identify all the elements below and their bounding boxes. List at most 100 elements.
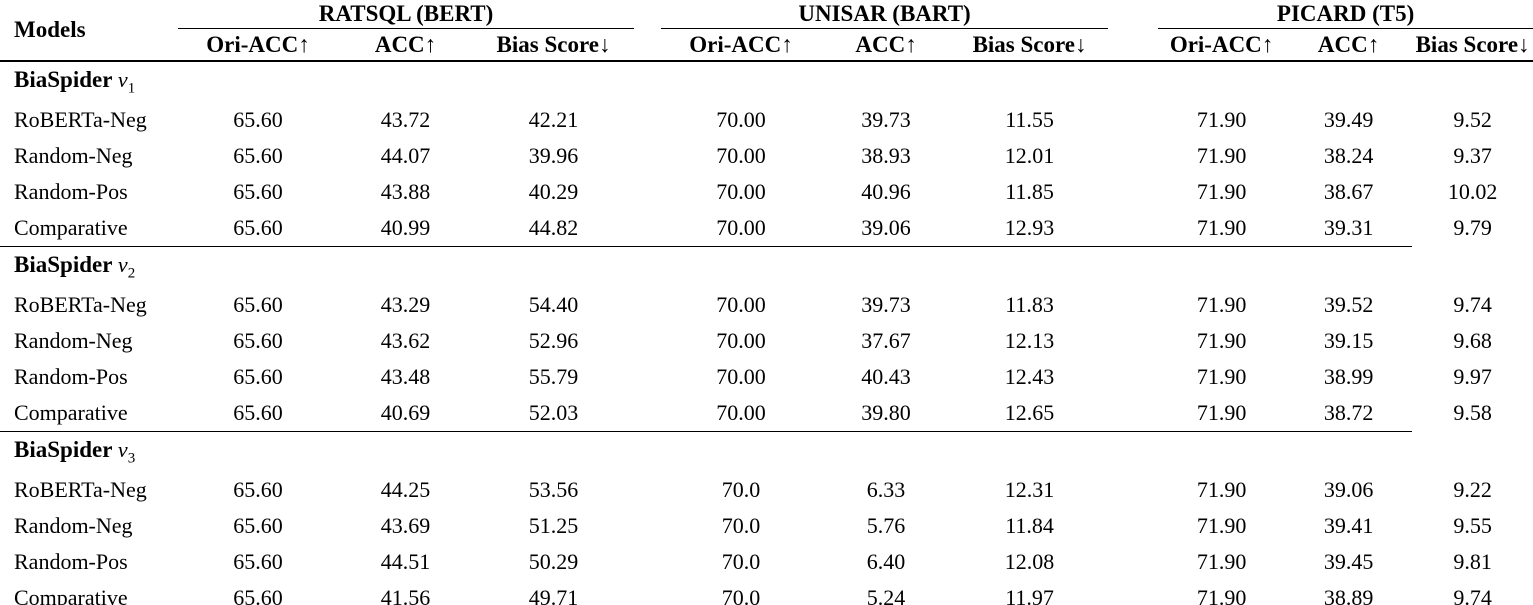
value-cell: 12.08 <box>1004 549 1055 574</box>
column-gap <box>634 0 661 29</box>
value-cell: 38.67 <box>1323 179 1374 204</box>
column-gap <box>634 287 661 323</box>
value-cell: 65.60 <box>178 580 338 605</box>
value-cell: 42.21 <box>528 107 579 132</box>
value-cell: 70.0 <box>721 549 761 574</box>
value-cell: 10.02 <box>1447 179 1498 204</box>
value-cell: 65.60 <box>233 400 283 425</box>
column-gap <box>1108 472 1158 508</box>
value-cell: 9.81 <box>1453 549 1492 574</box>
value-cell: 65.60 <box>233 179 283 204</box>
value-cell: 41.56 <box>338 580 473 605</box>
value-cell: 40.99 <box>380 215 431 240</box>
table-row: Random-Neg 65.60 43.69 51.25 70.0 5.76 11.84 71… <box>0 508 1533 544</box>
value-cell: 70.0 <box>661 580 821 605</box>
col-header-picard-acc: ACC↑ <box>1285 29 1413 62</box>
value-cell: 49.71 <box>473 580 634 605</box>
column-gap <box>1108 580 1158 605</box>
value-cell: 38.89 <box>1285 580 1412 605</box>
value-cell: 65.60 <box>233 215 283 240</box>
model-name-cell: Comparative <box>14 215 128 240</box>
column-gap <box>1108 508 1158 544</box>
value-cell: 11.84 <box>1005 513 1054 538</box>
value-cell: 39.73 <box>861 292 911 317</box>
value-cell: 11.83 <box>1005 292 1054 317</box>
value-cell: 39.31 <box>1323 215 1374 240</box>
col-header-picard-bias-score: Bias Score↓ <box>1412 29 1533 62</box>
column-gap <box>1108 102 1158 138</box>
value-cell: 52.96 <box>528 328 579 353</box>
value-cell: 11.55 <box>1005 107 1054 132</box>
value-cell: 70.00 <box>716 179 766 204</box>
value-cell: 9.55 <box>1453 513 1492 538</box>
column-gap <box>634 359 661 395</box>
value-cell: 71.90 <box>1158 580 1285 605</box>
model-name-cell: RoBERTa-Neg <box>14 107 147 132</box>
value-cell: 9.97 <box>1453 364 1492 389</box>
value-cell: 50.29 <box>528 549 579 574</box>
value-cell: 43.69 <box>380 513 431 538</box>
value-cell: 70.00 <box>716 292 766 317</box>
value-cell: 12.65 <box>1004 400 1055 425</box>
table-row: RoBERTa-Neg 65.60 43.72 42.21 70.00 39.73 11.5… <box>0 102 1533 138</box>
value-cell: 9.74 <box>1412 580 1533 605</box>
table-row: Comparative 65.60 41.56 49.71 70.0 5.24 11.97 7… <box>0 580 1533 605</box>
value-cell: 11.97 <box>951 580 1108 605</box>
table-row: Random-Neg 65.60 43.62 52.96 70.00 37.67 12.13… <box>0 323 1533 359</box>
value-cell: 70.00 <box>716 215 766 240</box>
value-cell: 71.90 <box>1196 292 1247 317</box>
value-cell: 43.29 <box>380 292 431 317</box>
group-header-unisar: UNISAR (BART) <box>661 0 1109 29</box>
value-cell: 71.90 <box>1196 513 1247 538</box>
col-header-picard-ori-acc: Ori-ACC↑ <box>1158 29 1286 62</box>
value-cell: 44.25 <box>380 477 431 502</box>
table-row: Random-Pos 65.60 43.48 55.79 70.00 40.43 12.43… <box>0 359 1533 395</box>
value-cell: 65.60 <box>233 549 283 574</box>
column-gap <box>1108 138 1158 174</box>
column-gap <box>634 472 661 508</box>
value-cell: 55.79 <box>528 364 579 389</box>
value-cell: 39.96 <box>528 143 579 168</box>
column-gap <box>634 580 661 605</box>
value-cell: 65.60 <box>233 107 283 132</box>
col-header-unisar-bias-score: Bias Score↓ <box>951 29 1109 62</box>
group-header-picard: PICARD (T5) <box>1158 0 1533 29</box>
model-name-cell: Comparative <box>14 400 128 425</box>
value-cell: 39.52 <box>1323 292 1374 317</box>
value-cell: 71.90 <box>1196 143 1247 168</box>
value-cell: 38.99 <box>1323 364 1374 389</box>
value-cell: 43.72 <box>380 107 431 132</box>
col-header-ratsql-bias-score: Bias Score↓ <box>473 29 635 62</box>
table-row: RoBERTa-Neg 65.60 44.25 53.56 70.0 6.33 12.31 7… <box>0 472 1533 508</box>
value-cell: 65.60 <box>233 143 283 168</box>
value-cell: 5.24 <box>821 580 951 605</box>
value-cell: 9.79 <box>1453 215 1492 240</box>
value-cell: 44.07 <box>380 143 431 168</box>
column-gap <box>1108 210 1158 246</box>
col-header-unisar-acc: ACC↑ <box>821 29 952 62</box>
value-cell: 40.96 <box>861 179 911 204</box>
column-gap <box>1108 29 1159 62</box>
value-cell: 38.24 <box>1323 143 1374 168</box>
column-gap <box>634 210 661 246</box>
value-cell: 12.01 <box>1004 143 1055 168</box>
value-cell: 39.06 <box>1323 477 1374 502</box>
value-cell: 71.90 <box>1196 364 1247 389</box>
column-gap <box>634 323 661 359</box>
table-body: BiaSpider v1 RoBERTa-Neg 65.60 43.72 42.21 70… <box>0 62 1533 605</box>
value-cell: 70.00 <box>716 400 766 425</box>
column-gap <box>1108 174 1158 210</box>
value-cell: 40.69 <box>380 400 431 425</box>
value-cell: 65.60 <box>233 477 283 502</box>
section-header-row: BiaSpider v1 <box>0 62 1533 102</box>
value-cell: 9.22 <box>1453 477 1492 502</box>
group-header-row: Models RATSQL (BERT) UNISAR (BART) PICAR… <box>0 0 1533 62</box>
value-cell: 52.03 <box>528 400 579 425</box>
value-cell: 53.56 <box>528 477 579 502</box>
section-label: BiaSpider v1 <box>0 62 1412 102</box>
value-cell: 70.00 <box>716 143 766 168</box>
section-name: BiaSpider <box>14 66 113 92</box>
value-cell: 6.40 <box>866 549 906 574</box>
value-cell: 37.67 <box>861 328 911 353</box>
